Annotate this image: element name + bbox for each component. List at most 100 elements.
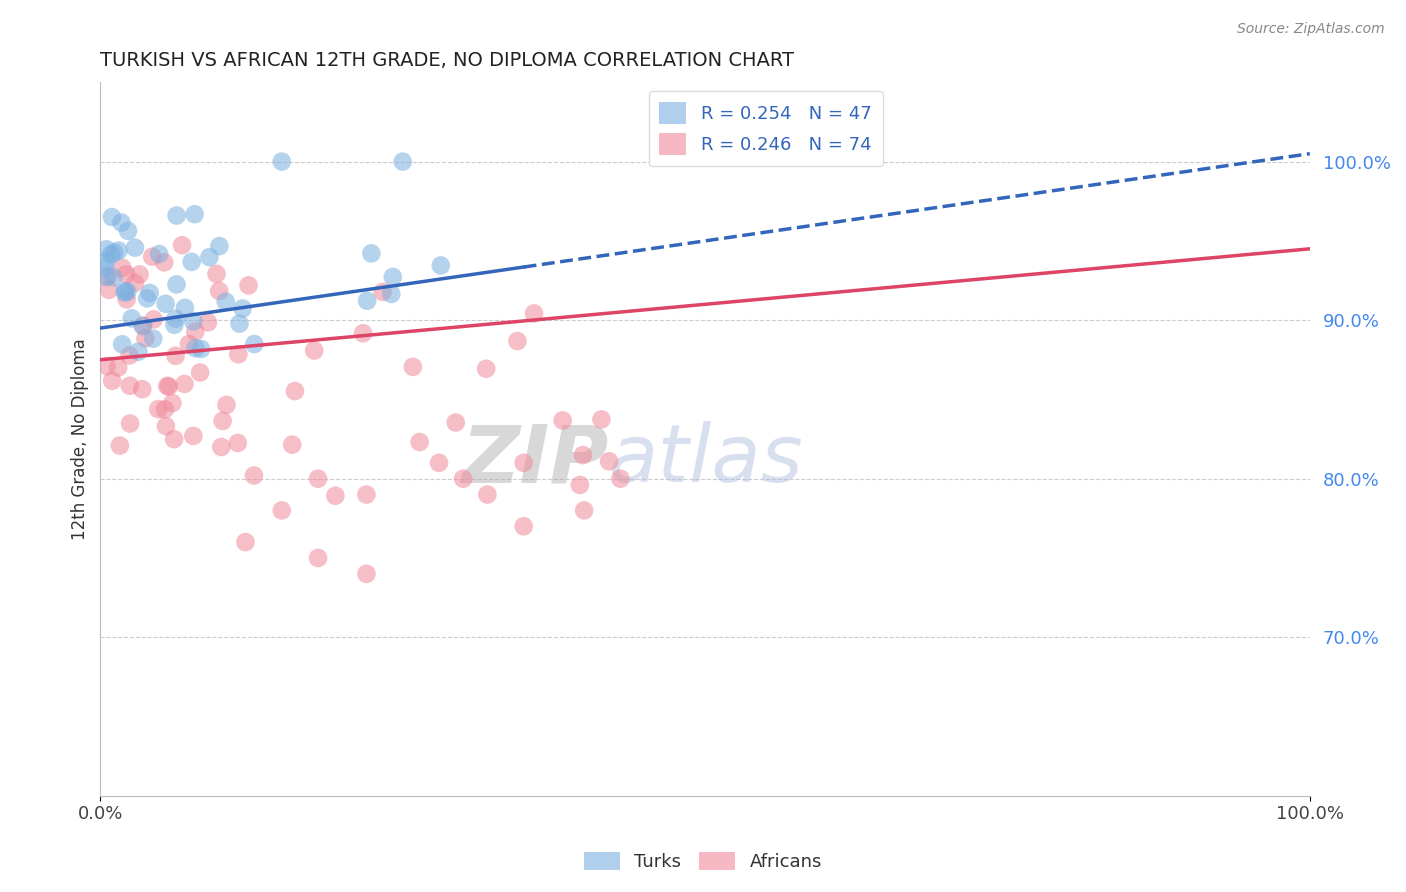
- Point: [243, 468, 266, 483]
- Point: [111, 260, 134, 275]
- Point: [132, 319, 155, 334]
- Point: [307, 551, 329, 566]
- Point: [110, 215, 132, 229]
- Point: [551, 413, 574, 427]
- Point: [512, 456, 534, 470]
- Point: [97, 269, 120, 284]
- Point: [380, 286, 402, 301]
- Point: [228, 347, 250, 361]
- Point: [163, 318, 186, 332]
- Point: [118, 378, 141, 392]
- Point: [165, 311, 187, 326]
- Point: [165, 349, 187, 363]
- Point: [609, 472, 631, 486]
- Point: [215, 294, 238, 309]
- Point: [197, 315, 219, 329]
- Point: [114, 284, 136, 298]
- Point: [103, 245, 125, 260]
- Point: [184, 325, 207, 339]
- Point: [156, 379, 179, 393]
- Point: [523, 306, 546, 320]
- Point: [96, 359, 118, 374]
- Point: [155, 297, 177, 311]
- Point: [132, 318, 155, 333]
- Point: [111, 337, 134, 351]
- Point: [281, 438, 304, 452]
- Text: ZIP: ZIP: [461, 421, 609, 500]
- Point: [228, 317, 250, 331]
- Point: [115, 293, 138, 307]
- Point: [408, 435, 430, 450]
- Point: [103, 270, 125, 285]
- Point: [183, 207, 205, 221]
- Point: [198, 250, 221, 264]
- Point: [127, 344, 149, 359]
- Point: [184, 341, 207, 355]
- Legend: Turks, Africans: Turks, Africans: [576, 845, 830, 879]
- Point: [166, 277, 188, 292]
- Point: [153, 255, 176, 269]
- Point: [120, 417, 142, 431]
- Point: [124, 241, 146, 255]
- Point: [162, 396, 184, 410]
- Point: [114, 285, 136, 300]
- Point: [157, 379, 180, 393]
- Point: [180, 255, 202, 269]
- Point: [356, 566, 378, 581]
- Point: [402, 359, 425, 374]
- Point: [163, 432, 186, 446]
- Point: [170, 238, 193, 252]
- Point: [444, 416, 467, 430]
- Point: [572, 448, 595, 462]
- Point: [209, 440, 232, 454]
- Point: [475, 361, 498, 376]
- Point: [211, 414, 233, 428]
- Point: [142, 332, 165, 346]
- Point: [148, 247, 170, 261]
- Point: [238, 278, 260, 293]
- Point: [302, 343, 325, 358]
- Point: [598, 454, 620, 468]
- Y-axis label: 12th Grade, No Diploma: 12th Grade, No Diploma: [72, 338, 89, 540]
- Point: [427, 456, 450, 470]
- Point: [371, 285, 394, 299]
- Point: [235, 535, 257, 549]
- Point: [117, 224, 139, 238]
- Point: [118, 349, 141, 363]
- Point: [356, 487, 378, 501]
- Point: [243, 337, 266, 351]
- Point: [360, 246, 382, 260]
- Point: [101, 210, 124, 224]
- Point: [136, 292, 159, 306]
- Point: [177, 337, 200, 351]
- Point: [512, 519, 534, 533]
- Point: [115, 268, 138, 282]
- Point: [128, 268, 150, 282]
- Point: [381, 269, 404, 284]
- Point: [101, 374, 124, 388]
- Legend: R = 0.254   N = 47, R = 0.246   N = 74: R = 0.254 N = 47, R = 0.246 N = 74: [648, 91, 883, 166]
- Point: [325, 489, 347, 503]
- Point: [232, 301, 254, 316]
- Point: [477, 487, 499, 501]
- Point: [148, 402, 170, 417]
- Point: [94, 270, 117, 285]
- Point: [215, 398, 238, 412]
- Point: [107, 360, 129, 375]
- Point: [141, 250, 163, 264]
- Point: [100, 247, 122, 261]
- Point: [506, 334, 529, 348]
- Point: [181, 314, 204, 328]
- Text: Source: ZipAtlas.com: Source: ZipAtlas.com: [1237, 22, 1385, 37]
- Point: [98, 283, 121, 297]
- Point: [430, 259, 453, 273]
- Point: [181, 429, 204, 443]
- Point: [208, 239, 231, 253]
- Point: [205, 267, 228, 281]
- Point: [117, 285, 139, 299]
- Point: [226, 436, 249, 450]
- Point: [121, 311, 143, 326]
- Point: [93, 260, 115, 275]
- Point: [208, 284, 231, 298]
- Point: [188, 366, 211, 380]
